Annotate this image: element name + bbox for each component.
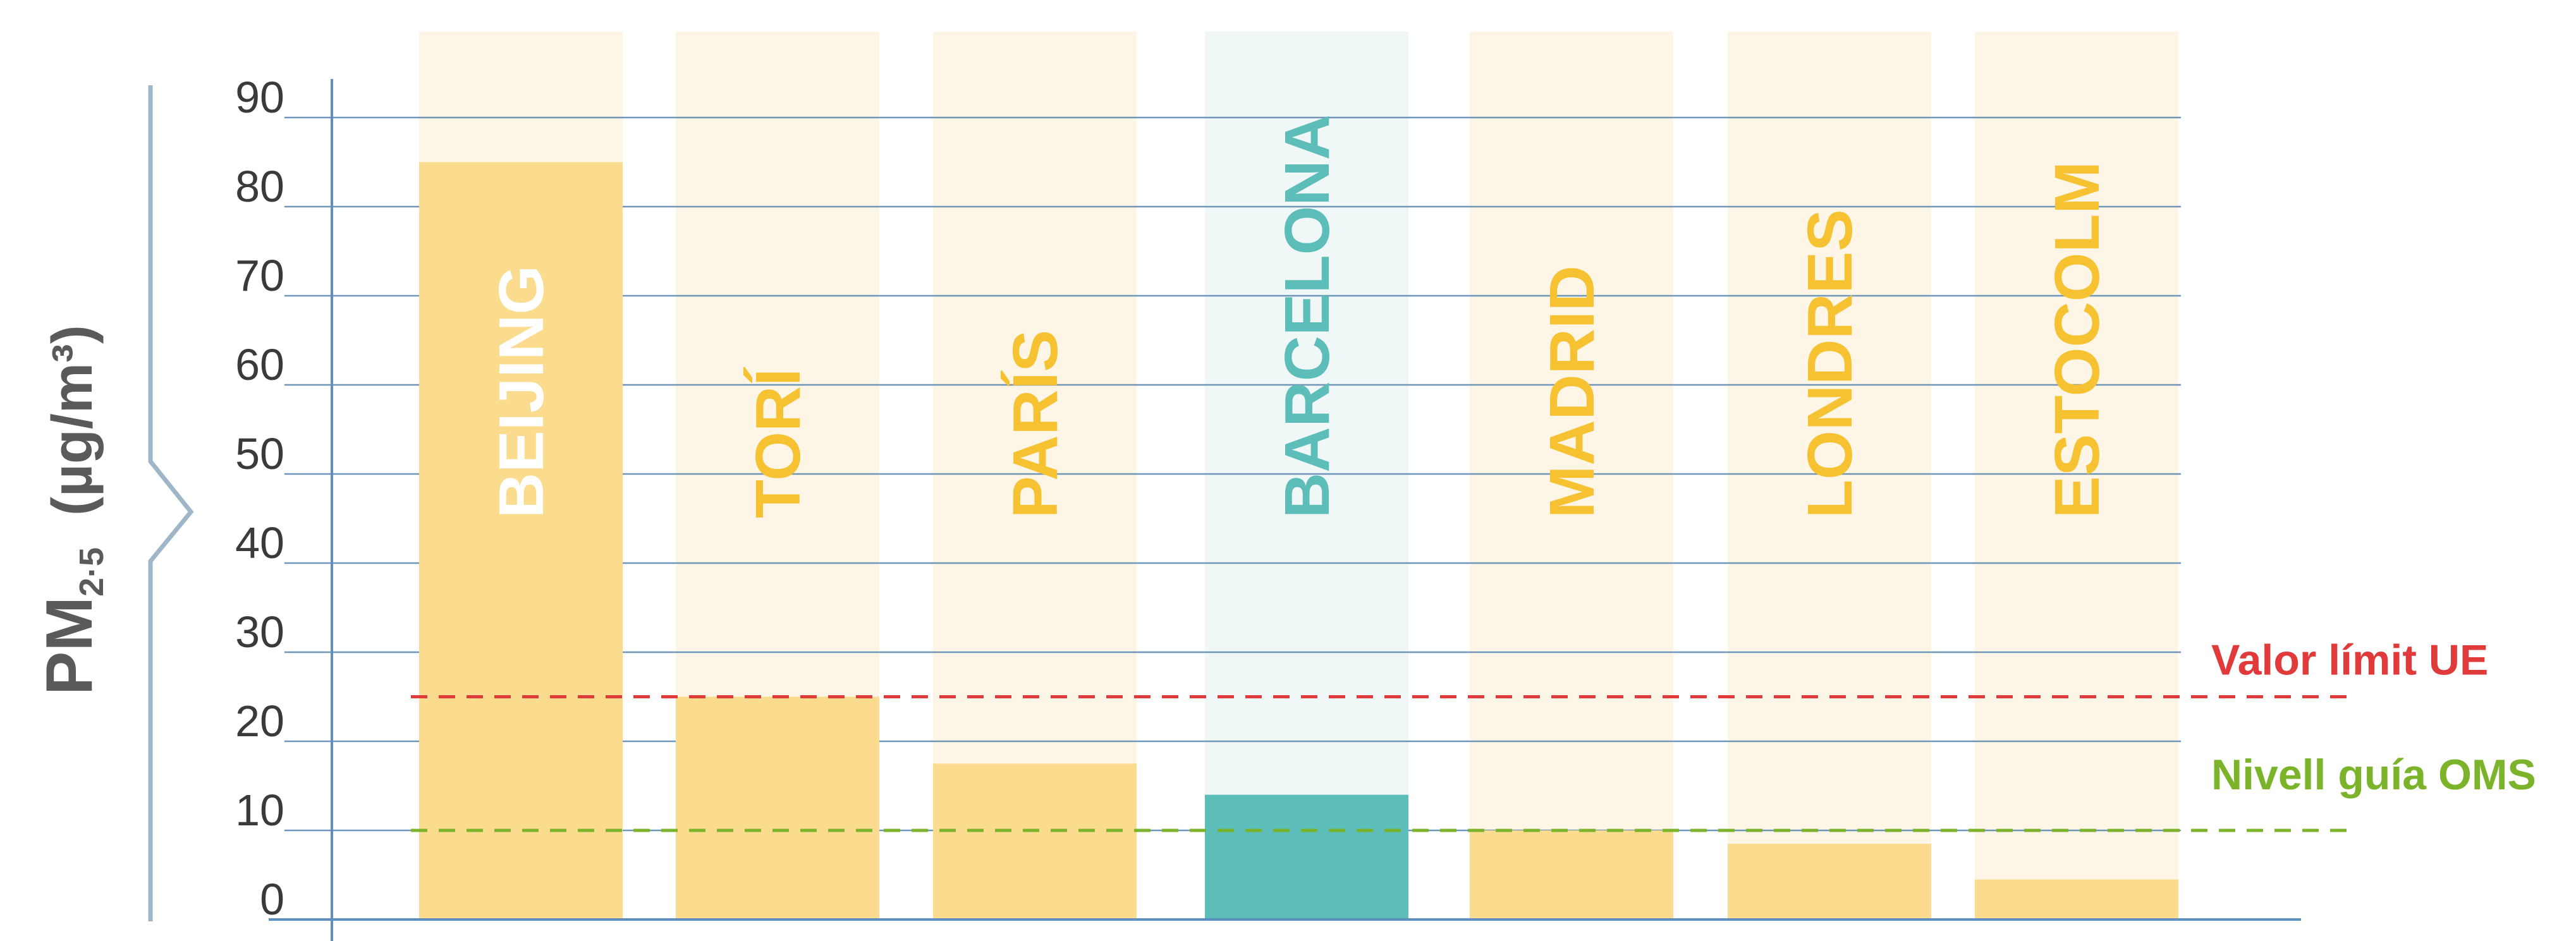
- category-labels: BEIJING TORÍ PARÍS BARCELONA MADRID LONDRES ES…: [486, 114, 2113, 518]
- category-label-beijing: BEIJING: [486, 265, 557, 518]
- y-tick-label-80: 80: [235, 162, 284, 211]
- bar-background-londres: [1728, 32, 1931, 920]
- bar-background-barcelona: [1205, 32, 1408, 920]
- y-tick-label-70: 70: [235, 251, 284, 300]
- y-tick-label-90: 90: [235, 73, 284, 122]
- bar-estocolm: [1975, 879, 2178, 920]
- bar-barcelona: [1205, 794, 1408, 920]
- bar-background-estocolm: [1975, 32, 2178, 920]
- bar-background-layer: [419, 32, 2178, 920]
- bar-londres: [1728, 844, 1931, 920]
- y-tick-label-60: 60: [235, 340, 284, 389]
- y-tick-label-30: 30: [235, 607, 284, 657]
- axes: [269, 79, 2301, 941]
- bar-torí: [676, 696, 879, 920]
- bar-parís: [933, 763, 1137, 920]
- category-label-estocolm: ESTOCOLM: [2042, 161, 2113, 518]
- category-label-londres: LONDRES: [1795, 209, 1865, 518]
- y-axis-label-main: PM: [33, 597, 106, 695]
- y-axis-label-units: (µg/m³): [41, 325, 104, 516]
- bar-background-madrid: [1470, 32, 1673, 920]
- reference-lines: Valor límit UE Nivell guía OMS: [411, 636, 2536, 832]
- bars-layer: [419, 162, 2178, 920]
- y-axis-brace: [148, 85, 194, 921]
- y-axis-label-subscript: 2·5: [73, 547, 111, 597]
- y-tick-label-50: 50: [235, 429, 284, 478]
- y-axis-label: PM2·5 (µg/m³): [33, 325, 111, 695]
- bar-beijing: [419, 162, 623, 920]
- category-label-barcelona: BARCELONA: [1272, 114, 1343, 518]
- category-label-madrid: MADRID: [1537, 265, 1608, 518]
- reference-label-eu-limit: Valor límit UE: [2211, 636, 2488, 684]
- y-tick-label-0: 0: [260, 875, 284, 924]
- reference-label-who-guideline: Nivell guía OMS: [2211, 751, 2536, 799]
- y-tick-label-20: 20: [235, 696, 284, 746]
- y-tick-labels: 0 10 20 30 40 50 60 70 80 90: [235, 73, 284, 924]
- y-tick-label-10: 10: [235, 786, 284, 835]
- bar-madrid: [1470, 830, 1673, 920]
- category-label-torí: TORÍ: [743, 367, 814, 518]
- y-tick-label-40: 40: [235, 518, 284, 568]
- category-label-parís: PARÍS: [1000, 330, 1071, 518]
